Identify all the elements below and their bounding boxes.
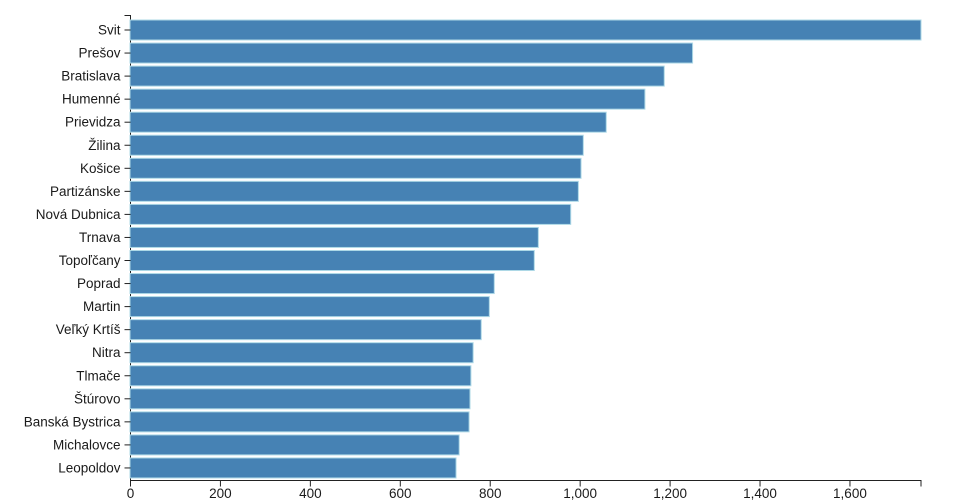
bar [129,319,482,341]
x-tick-label: 400 [299,486,322,500]
x-tick-label: 1,400 [743,486,777,500]
y-tick-label: Štúrovo [74,391,121,406]
x-tick-label: 800 [479,486,502,500]
y-tick-label: Bratislava [61,69,121,84]
y-tick-label: Svit [98,23,121,38]
bar [129,342,474,364]
y-tick-label: Prievidza [65,115,121,130]
y-tick-label: Nitra [92,345,121,360]
bar [129,226,539,248]
bar [129,365,472,387]
bar [129,434,460,456]
bar [129,134,584,156]
y-tick-label: Poprad [77,276,121,291]
x-tick-label: 200 [209,486,232,500]
bar [129,65,665,87]
x-tick-label: 1,200 [653,486,687,500]
bar [129,388,471,410]
y-tick-label: Nová Dubnica [36,207,121,222]
y-tick-label: Topoľčany [59,253,121,268]
bar [129,42,694,64]
bar [129,19,922,41]
bar [129,157,582,179]
x-tick-label: 1,000 [563,486,597,500]
y-tick-label: Leopoldov [58,460,121,475]
bar [129,250,535,271]
y-tick-label: Martin [83,299,121,314]
y-tick-label: Michalovce [53,437,121,452]
y-tick-label: Žilina [88,138,121,153]
bar [129,273,495,295]
bar [129,180,579,202]
bar [129,111,607,133]
y-tick-label: Prešov [78,46,120,61]
y-tick-label: Trnava [79,230,121,245]
y-tick-label: Veľký Krtíš [56,322,121,337]
bar [129,457,457,479]
y-tick-label: Partizánske [50,184,121,199]
bar [129,88,646,110]
y-tick-label: Banská Bystrica [24,414,121,429]
x-axis-domain-line [130,480,922,487]
bar [129,296,490,318]
bar [129,203,572,225]
y-tick-label: Tlmače [76,368,120,383]
y-tick-label: Košice [80,161,121,176]
y-tick-label: Humenné [62,92,121,107]
bar [129,411,470,433]
x-tick-label: 600 [389,486,412,500]
x-tick-label: 1,600 [833,486,867,500]
x-tick-label: 0 [127,486,135,500]
